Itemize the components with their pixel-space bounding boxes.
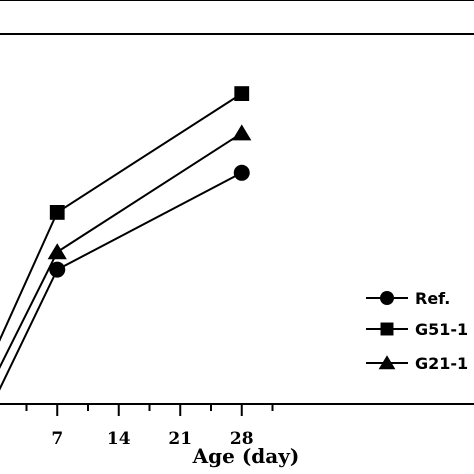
data-point-triangle <box>232 124 252 141</box>
series-line <box>0 132 243 369</box>
legend-marker-triangle <box>378 355 396 370</box>
legend-item: G21-1 <box>366 354 468 373</box>
x-tick-label: 7 <box>51 429 63 449</box>
legend-label: G21-1 <box>415 354 468 373</box>
series-line <box>0 92 243 342</box>
legend-item: Ref. <box>366 289 450 308</box>
data-point-circle <box>233 164 250 181</box>
data-point-triangle <box>47 243 67 260</box>
legend-label: G51-1 <box>415 320 468 339</box>
data-point-square <box>49 205 65 220</box>
legend-item: G51-1 <box>366 320 468 339</box>
data-point-square <box>234 86 250 101</box>
x-axis-title: Age (day) <box>192 444 300 468</box>
x-tick-label: 21 <box>168 429 192 449</box>
series-triangle <box>0 124 252 369</box>
x-ticks: 7 14 21 28 <box>25 404 274 449</box>
legend: Ref. G51-1 G21-1 <box>366 289 468 373</box>
plot-frame <box>0 0 474 405</box>
data-point-circle <box>49 261 66 278</box>
legend-marker-circle <box>380 291 394 305</box>
legend-label: Ref. <box>415 289 450 308</box>
x-tick-label: 14 <box>107 429 131 449</box>
x-tick-label: 28 <box>230 429 254 449</box>
series-layer <box>0 86 252 391</box>
legend-marker-square <box>380 322 394 336</box>
series-line <box>0 171 243 391</box>
series-square <box>0 86 250 342</box>
series-circle <box>0 164 250 391</box>
